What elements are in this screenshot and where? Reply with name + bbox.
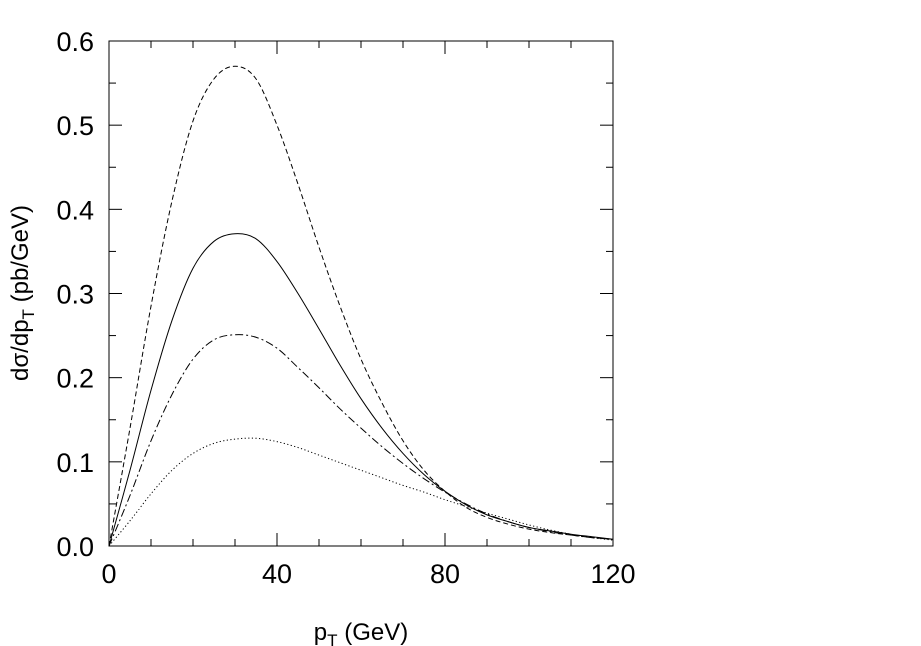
y-tick-label: 0.6	[56, 27, 94, 57]
series-line-solid	[108, 233, 614, 547]
series-group	[108, 65, 614, 547]
series-line-dashed	[108, 65, 614, 547]
axis-ticks	[108, 40, 614, 547]
y-axis-title-post: (pb/GeV)	[7, 205, 34, 309]
series-line-dotted	[108, 437, 614, 547]
x-tick-label: 120	[590, 559, 635, 589]
x-tick-label: 0	[101, 559, 116, 589]
y-axis-title: dσ/dpT (pb/GeV)	[7, 205, 38, 381]
tick-labels: 0 40 80 120 0.0 0.1 0.2 0.3 0.4 0.5 0.6	[56, 27, 635, 589]
series-line-dashdot	[108, 334, 614, 547]
x-tick-label: 80	[430, 559, 460, 589]
x-axis-title: pT (GeV)	[314, 619, 408, 646]
y-tick-label: 0.4	[56, 195, 94, 225]
x-axis-title-rest: (GeV)	[338, 619, 409, 646]
y-axis-title-pre: dσ/dp	[7, 319, 34, 381]
x-tick-label: 40	[262, 559, 292, 589]
y-tick-label: 0.3	[56, 280, 94, 310]
plot-frame	[108, 40, 614, 547]
y-axis-title-sub: T	[19, 309, 38, 319]
x-axis-title-main: p	[314, 619, 327, 646]
x-axis-title-sub: T	[327, 631, 337, 646]
y-tick-label: 0.2	[56, 364, 94, 394]
y-tick-label: 0.0	[56, 532, 94, 562]
y-tick-label: 0.5	[56, 111, 94, 141]
y-tick-label: 0.1	[56, 448, 94, 478]
